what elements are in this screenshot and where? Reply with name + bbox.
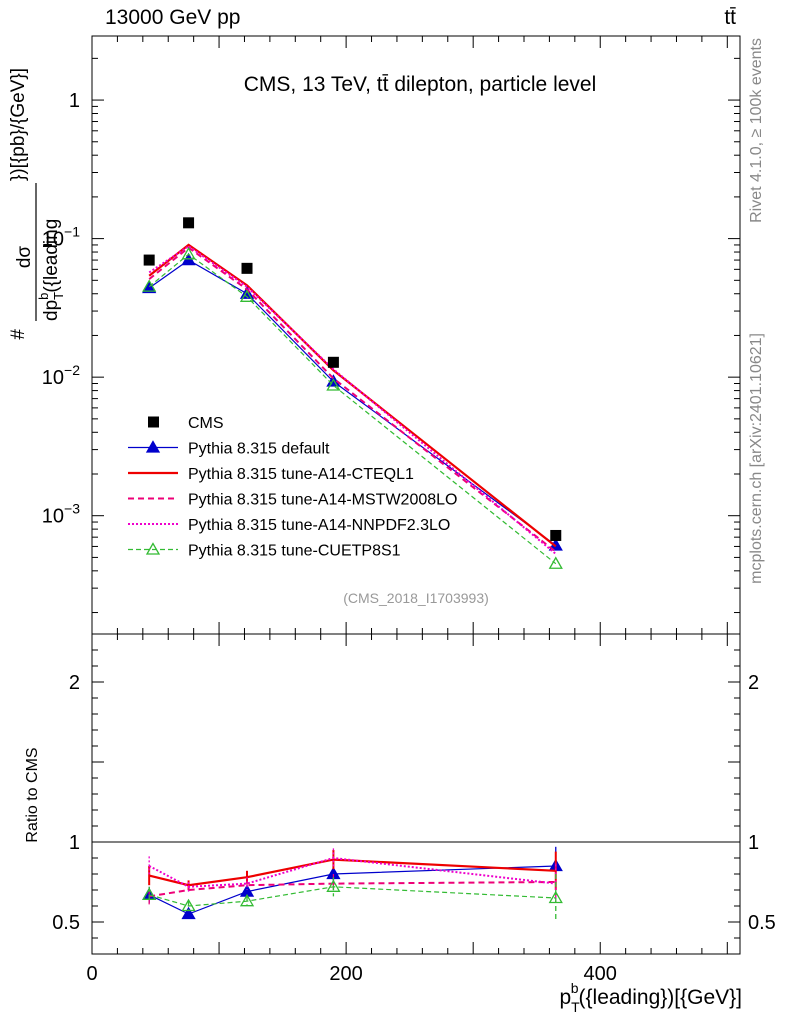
ratio-series-line	[148, 865, 556, 915]
main-series-layer	[142, 217, 563, 569]
legend-label-cms: CMS	[188, 415, 224, 432]
legend-label: Pythia 8.315 tune-A14-NNPDF2.3LO	[188, 517, 450, 534]
legend-label: Pythia 8.315 tune-CUETP8S1	[188, 543, 401, 560]
cms-data-point	[183, 217, 195, 229]
axis-ticks: 0 200 400 10−3 10−2 10−1 1 0.5 0.5 1 1 2 2	[42, 36, 776, 985]
ratio-series-marker	[181, 898, 196, 912]
main-series-marker	[239, 289, 255, 302]
main-series-line	[148, 253, 557, 565]
ratio-series-marker	[181, 906, 196, 920]
y-tick-label: 10−3	[42, 501, 80, 528]
main-series-marker	[326, 378, 341, 391]
legend-label: Pythia 8.315 tune-A14-MSTW2008LO	[188, 492, 457, 509]
cms-data-point	[327, 356, 339, 368]
ratio-series-line	[148, 858, 556, 887]
plot-title: CMS, 13 TeV, tt̄ dilepton, particle leve…	[244, 73, 597, 96]
ratio-y-tick-label-right: 2	[748, 672, 759, 694]
ratio-series-marker	[548, 890, 563, 904]
ratio-series-layer	[142, 846, 563, 922]
ratio-y-tick-label-right: 1	[748, 832, 759, 854]
y-tick-label: 10−2	[42, 362, 80, 389]
analysis-id: (CMS_2018_I1703993)	[343, 590, 489, 606]
header-energy: 13000 GeV pp	[105, 6, 240, 29]
y-tick-label: 10−1	[42, 224, 80, 251]
legend-marker	[145, 542, 161, 555]
y-label-hash: #	[8, 329, 29, 340]
ratio-series-marker	[239, 893, 255, 907]
main-series-line	[148, 246, 557, 553]
legend-marker	[145, 440, 161, 453]
main-series-marker	[181, 247, 196, 260]
cms-data-point	[550, 529, 562, 541]
legend: CMS Pythia 8.315 default Pythia 8.315 tune…	[128, 415, 457, 560]
ratio-y-tick-label-right: 0.5	[748, 912, 776, 934]
y-label-denominator: dpTb({leading	[36, 219, 66, 321]
mcplots-label: mcplots.cern.ch [arXiv:2401.10621]	[748, 333, 765, 584]
main-series-marker	[548, 556, 563, 569]
cms-data-point	[143, 254, 155, 266]
x-tick-label: 0	[86, 963, 97, 985]
ratio-series-line	[149, 886, 556, 907]
x-axis-label: pTb({leading})[{GeV}]	[559, 980, 742, 1015]
main-series-marker	[142, 279, 157, 292]
ratio-series-line	[149, 881, 556, 898]
x-tick-label: 200	[329, 963, 362, 985]
y-tick-label: 1	[69, 90, 80, 112]
ratio-y-axis-label: Ratio to CMS	[24, 747, 41, 842]
x-tick-label: 400	[584, 963, 617, 985]
y-label-units: })[{pb}/{GeV}]	[8, 68, 29, 181]
ratio-series-marker	[326, 879, 341, 892]
legend-label: Pythia 8.315 default	[188, 441, 330, 458]
legend-marker-cms	[148, 416, 159, 428]
ratio-y-tick-label: 2	[69, 672, 80, 694]
y-label-numerator: dσ	[14, 246, 35, 269]
main-series-line	[148, 243, 557, 548]
rivet-label: Rivet 4.1.0, ≥ 100k events	[748, 38, 765, 223]
main-series-marker	[142, 280, 157, 294]
cms-data-point	[241, 262, 253, 274]
ratio-y-tick-label: 0.5	[52, 912, 80, 934]
main-y-axis-label: # dσ dpTb({leading })[{pb}/{GeV}]	[8, 68, 66, 340]
legend-label: Pythia 8.315 tune-A14-CTEQL1	[188, 466, 414, 483]
header-process: tt̄	[724, 6, 736, 29]
ratio-series-line	[148, 856, 556, 888]
ratio-series-marker	[142, 887, 157, 900]
ratio-y-tick-label: 1	[69, 832, 80, 854]
